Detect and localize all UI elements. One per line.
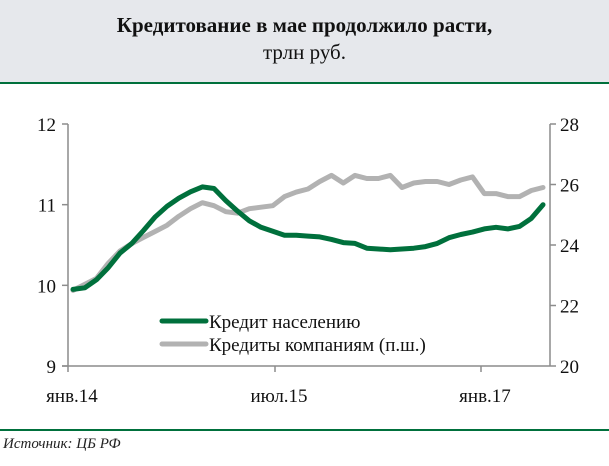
legend-label-households: Кредит населению [209,312,360,333]
footer-divider [0,429,609,431]
chart-subtitle: трлн руб. [262,40,346,64]
left-tick-label: 11 [38,196,56,217]
series-line-companies [70,172,546,293]
right-tick-label: 20 [560,357,579,378]
left-tick-label: 10 [37,276,56,297]
right-tick-label: 22 [560,297,579,318]
series-line-households [70,184,546,292]
x-tick-label: янв.14 [46,386,98,407]
x-tick-label: июл.15 [250,386,307,407]
legend-label-companies: Кредиты компаниям (п.ш.) [209,335,426,356]
left-tick-label: 9 [47,357,57,378]
left-tick-label: 12 [37,115,56,136]
right-tick-label: 24 [560,236,580,257]
source-note: Источник: ЦБ РФ [3,436,121,452]
right-tick-label: 28 [560,115,579,136]
legend: Кредит населению Кредиты компаниям (п.ш.… [159,312,426,356]
chart-header: Кредитование в мае продолжило расти, трл… [0,0,609,84]
x-tick-label: янв.17 [459,386,511,407]
right-tick-label: 26 [560,176,579,197]
chart-title: Кредитование в мае продолжило расти, [116,13,493,37]
